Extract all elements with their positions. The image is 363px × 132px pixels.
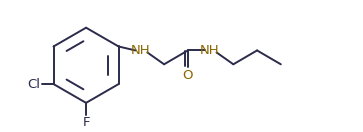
Text: O: O — [183, 69, 193, 82]
Text: NH: NH — [200, 44, 219, 57]
Text: NH: NH — [131, 44, 150, 57]
Text: Cl: Cl — [28, 78, 41, 91]
Text: F: F — [82, 116, 90, 129]
